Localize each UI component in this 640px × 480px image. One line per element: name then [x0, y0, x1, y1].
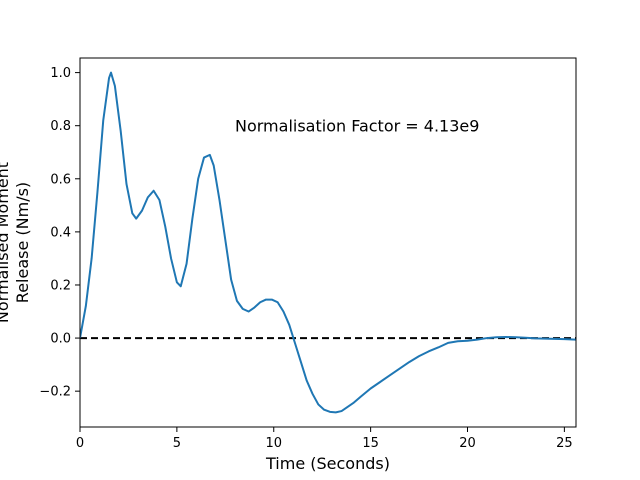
y-tick-label: 0.2: [50, 278, 71, 293]
y-tick-label: 0.0: [50, 332, 71, 347]
y-axis-label-line-2: Release (Nm/s): [13, 182, 32, 303]
x-tick-label: 0: [76, 436, 84, 451]
y-axis-label: Normalised Moment Release (Nm/s): [0, 162, 32, 323]
x-tick-label: 5: [173, 436, 181, 451]
y-tick-label: 1.0: [50, 66, 71, 81]
ticks-layer: 0 5 10 15 20 25 −0.2 0.0 0.2 0.4 0.6 0.8 1.0: [39, 66, 572, 451]
y-axis-label-line-1: Normalised Moment: [0, 162, 12, 323]
x-tick-label: 25: [556, 436, 573, 451]
y-tick-label: 0.6: [50, 172, 71, 187]
axes-frame: [79, 57, 577, 428]
x-tick-label: 10: [265, 436, 282, 451]
y-tick-label: −0.2: [39, 385, 71, 400]
y-tick-label: 0.4: [50, 225, 71, 240]
series-line-0: [80, 71, 576, 414]
y-tick-label: 0.8: [50, 119, 71, 134]
x-axis-label: Time (Seconds): [265, 454, 390, 473]
x-tick-label: 20: [459, 436, 476, 451]
plot-area: [80, 71, 576, 414]
annotation-normalisation-factor: Normalisation Factor = 4.13e9: [235, 117, 479, 136]
x-tick-label: 15: [362, 436, 379, 451]
